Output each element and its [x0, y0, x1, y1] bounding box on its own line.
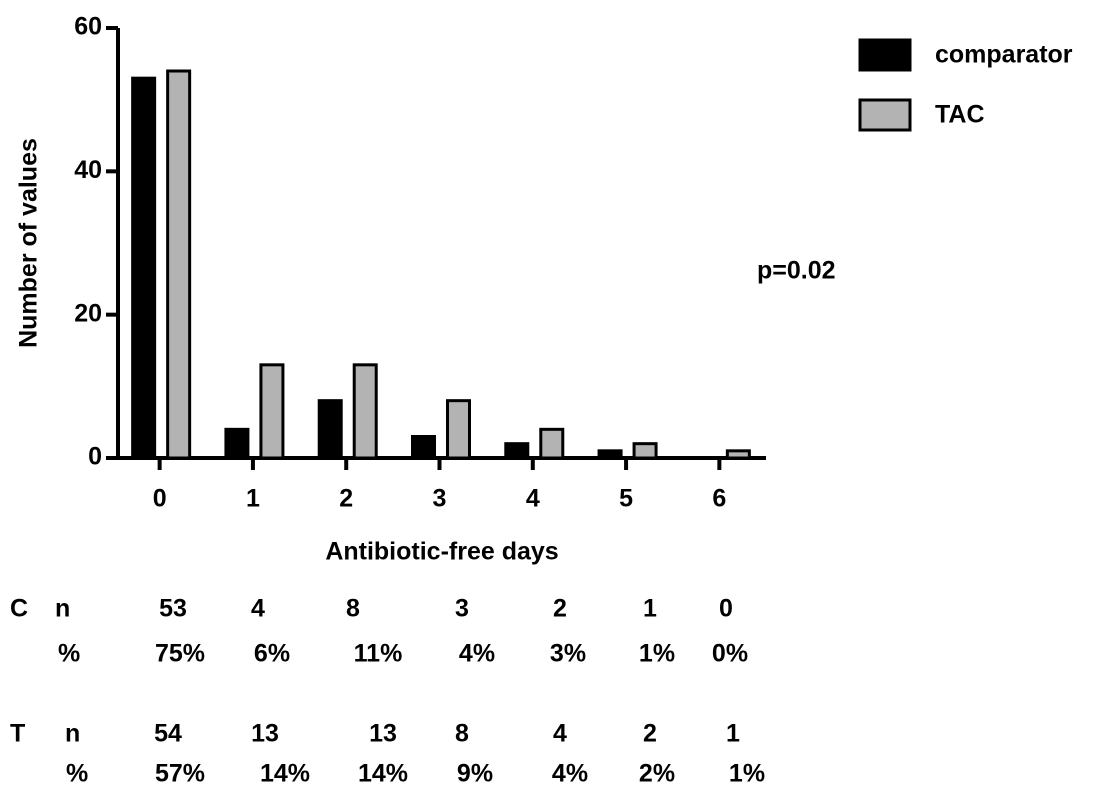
percent-cell: 14% [358, 760, 408, 788]
bar [725, 449, 751, 460]
percent-cell: 4% [552, 760, 588, 788]
legend-swatch [858, 98, 912, 132]
x-tick-label: 4 [526, 485, 540, 513]
y-axis-label: Number of values [15, 138, 43, 348]
count-cell: 13 [369, 720, 397, 748]
y-tick-label: 60 [74, 13, 102, 41]
legend-label: TAC [935, 101, 985, 129]
annotation: p=0.02 [757, 257, 836, 285]
count-cell: 1 [726, 720, 740, 748]
count-cell: 4 [251, 595, 265, 623]
percent-cell: 9% [457, 760, 493, 788]
percent-cell: 75% [155, 640, 205, 668]
count-cell: 2 [553, 595, 567, 623]
bar [259, 363, 285, 460]
bar [446, 399, 471, 460]
percent-label: % [58, 640, 80, 668]
x-tick-label: 1 [246, 485, 260, 513]
percent-cell: 14% [260, 760, 310, 788]
bar [317, 399, 343, 460]
bar [352, 363, 378, 460]
y-tick-label: 20 [74, 299, 102, 327]
count-cell: 0 [719, 595, 733, 623]
percent-cell: 4% [459, 640, 495, 668]
x-tick-label: 2 [339, 485, 353, 513]
count-cell: 4 [553, 720, 567, 748]
bar [597, 449, 623, 460]
x-axis-label: Antibiotic-free days [325, 538, 558, 566]
bar [632, 442, 658, 460]
legend-label: comparator [935, 41, 1073, 69]
y-tick-label: 0 [88, 443, 102, 471]
percent-cell: 2% [639, 760, 675, 788]
percent-cell: 1% [729, 760, 765, 788]
x-tick-label: 3 [433, 485, 447, 513]
percent-label: % [66, 760, 88, 788]
count-cell: 1 [643, 595, 657, 623]
count-cell: 8 [346, 595, 360, 623]
bar [539, 427, 565, 460]
count-cell: 13 [251, 720, 279, 748]
bar [504, 442, 530, 460]
percent-cell: 11% [354, 640, 403, 668]
count-label: n [55, 595, 70, 623]
count-cell: 53 [159, 595, 187, 623]
bar [131, 76, 157, 460]
count-cell: 8 [455, 720, 469, 748]
row-label: C [10, 595, 28, 623]
bar [224, 427, 250, 460]
percent-cell: 3% [550, 640, 586, 668]
count-cell: 54 [154, 720, 182, 748]
row-label: T [10, 720, 25, 748]
percent-cell: 57% [155, 760, 205, 788]
y-tick-label: 40 [74, 156, 102, 184]
percent-cell: 1% [639, 640, 675, 668]
percent-cell: 6% [254, 640, 290, 668]
x-tick-label: 5 [619, 485, 633, 513]
legend-swatch [858, 38, 912, 72]
count-cell: 3 [455, 595, 469, 623]
percent-cell: 0% [712, 640, 748, 668]
count-cell: 2 [643, 720, 657, 748]
bar [166, 69, 192, 460]
count-label: n [65, 720, 80, 748]
bar [411, 435, 436, 460]
x-tick-label: 0 [153, 485, 167, 513]
x-tick-label: 6 [712, 485, 726, 513]
